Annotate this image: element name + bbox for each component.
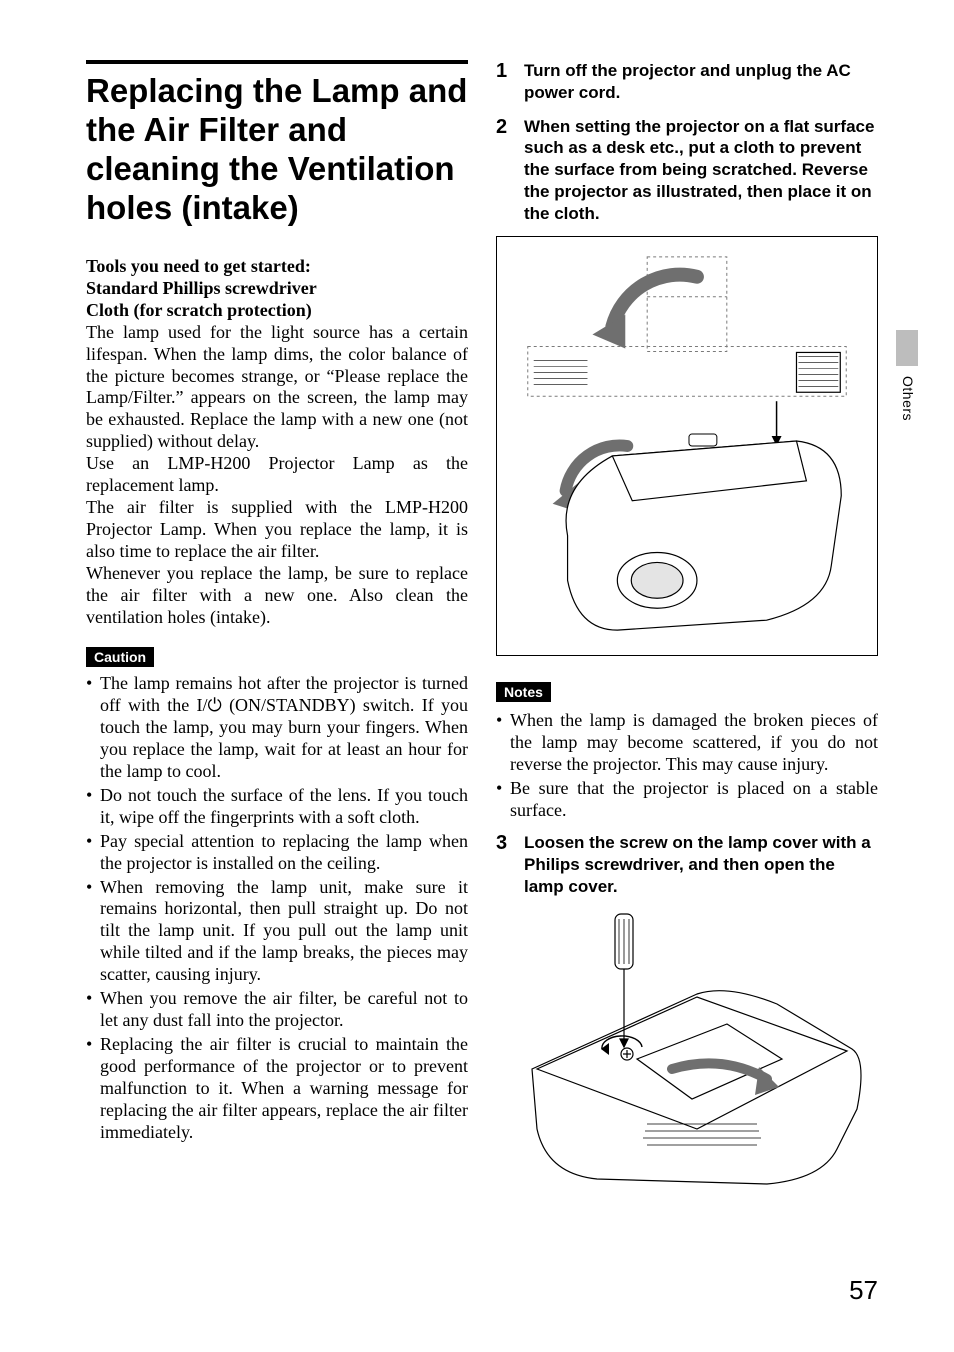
- left-column: Replacing the Lamp and the Air Filter an…: [86, 60, 468, 1199]
- caution-label: Caution: [86, 647, 154, 667]
- intro-para-4: Whenever you replace the lamp, be sure t…: [86, 563, 468, 629]
- step-text: Turn off the projector and unplug the AC…: [524, 60, 878, 104]
- tools-heading: Tools you need to get started:: [86, 256, 468, 278]
- title-rule: [86, 60, 468, 64]
- caution-item: The lamp remains hot after the projector…: [86, 673, 468, 783]
- page-columns: Replacing the Lamp and the Air Filter an…: [86, 60, 878, 1199]
- step-text: Loosen the screw on the lamp cover with …: [524, 832, 878, 897]
- step-3: 3 Loosen the screw on the lamp cover wit…: [496, 832, 878, 897]
- lamp-cover-illustration: [496, 909, 878, 1199]
- caution-item: Replacing the air filter is crucial to m…: [86, 1034, 468, 1144]
- intro-para-1: The lamp used for the light source has a…: [86, 322, 468, 454]
- step-number: 1: [496, 60, 514, 104]
- notes-label: Notes: [496, 682, 551, 702]
- step-text: When setting the projector on a flat sur…: [524, 116, 878, 225]
- tools-line2: Cloth (for scratch protection): [86, 300, 468, 322]
- step-number: 2: [496, 116, 514, 225]
- caution-item: Pay special attention to replacing the l…: [86, 831, 468, 875]
- page-number: 57: [849, 1275, 878, 1306]
- step-number: 3: [496, 832, 514, 897]
- caution-list: The lamp remains hot after the projector…: [86, 673, 468, 1144]
- main-title: Replacing the Lamp and the Air Filter an…: [86, 72, 468, 228]
- caution-item: When you remove the air filter, be caref…: [86, 988, 468, 1032]
- step-2: 2 When setting the projector on a flat s…: [496, 116, 878, 225]
- notes-list: When the lamp is damaged the broken piec…: [496, 710, 878, 822]
- flip-projector-illustration: [497, 237, 877, 655]
- caution-item: Do not touch the surface of the lens. If…: [86, 785, 468, 829]
- step-1: 1 Turn off the projector and unplug the …: [496, 60, 878, 104]
- notes-item: Be sure that the projector is placed on …: [496, 778, 878, 822]
- notes-item: When the lamp is damaged the broken piec…: [496, 710, 878, 776]
- side-tab-marker: [896, 330, 918, 366]
- figure-flip-projector: [496, 236, 878, 656]
- figure-open-lamp-cover: [496, 909, 878, 1199]
- tools-line1: Standard Phillips screwdriver: [86, 278, 468, 300]
- intro-para-2: Use an LMP-H200 Projector Lamp as the re…: [86, 453, 468, 497]
- side-tab-label: Others: [900, 376, 916, 421]
- intro-para-3: The air filter is supplied with the LMP-…: [86, 497, 468, 563]
- right-column: 1 Turn off the projector and unplug the …: [496, 60, 878, 1199]
- caution-item: When removing the lamp unit, make sure i…: [86, 877, 468, 987]
